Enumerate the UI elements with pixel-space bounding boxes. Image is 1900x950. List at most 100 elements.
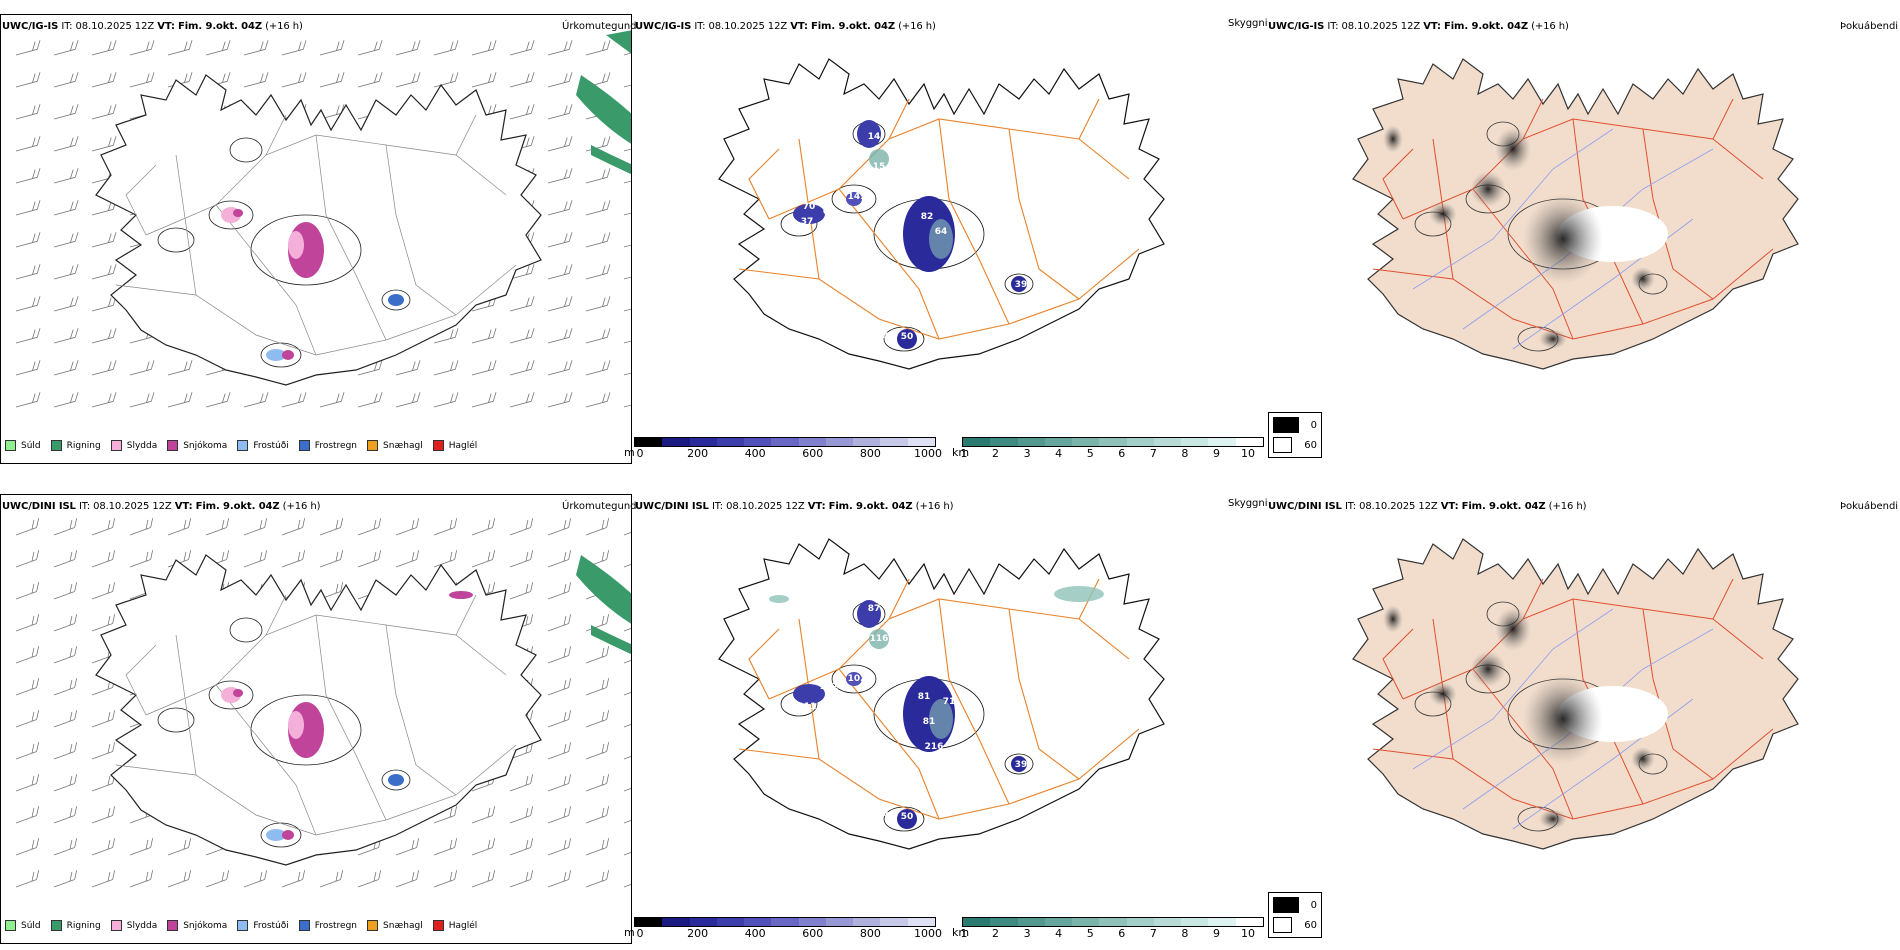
colorbar-tick: 400 — [744, 447, 766, 460]
fog-map-2 — [1352, 538, 1799, 850]
legend-swatch — [5, 440, 16, 451]
visibility-value-label: 111 — [798, 702, 817, 712]
colorbar-tick: 600 — [802, 447, 824, 460]
colorbar-tick: 4 — [1055, 447, 1063, 460]
legend-item-7: Haglél — [432, 440, 478, 451]
colorbar-tick: 5 — [1086, 447, 1094, 460]
vis-colorbar-km-2: 1 2 3 4 5 6 7 8 9 10 km — [952, 917, 1264, 941]
precip-map-1 — [15, 30, 631, 408]
colorbar-tick: 10 — [1241, 447, 1255, 460]
colorbar-tick: 2 — [992, 447, 1000, 460]
legend-label: Súld — [21, 440, 41, 451]
colorbar-tick: 0 — [636, 447, 644, 460]
visibility-value-label: 41 — [883, 810, 896, 820]
visibility-title-1: Skyggni — [1228, 18, 1268, 29]
visibility-value-label: 81 — [918, 692, 931, 702]
legend-swatch — [237, 920, 249, 931]
colorbar-tick: 8 — [1181, 447, 1189, 460]
visibility-value-label: 50 — [901, 812, 914, 822]
precip-header-1: UWC/IG-IS IT: 08.10.2025 12Z VT: Fim. 9.… — [2, 21, 303, 32]
legend-swatch — [298, 920, 310, 931]
colorbar-tick: 800 — [859, 927, 881, 940]
colorbar-tick: 8 — [1181, 927, 1189, 940]
legend-item-2: Slydda — [110, 440, 158, 451]
fog-legend-2: 0 60 — [1268, 892, 1322, 938]
colorbar-tick: 7 — [1149, 927, 1157, 940]
fog-header-2: UWC/DINI ISL IT: 08.10.2025 12Z VT: Fim.… — [1268, 501, 1587, 512]
colorbar-tick: 1000 — [914, 447, 942, 460]
colorbar-unit: m — [624, 926, 635, 939]
visibility-value-label: 15 — [873, 162, 886, 172]
visibility-value-label: 64 — [935, 227, 948, 237]
legend-swatch — [237, 440, 249, 451]
visibility-title-2: Skyggni — [1228, 498, 1268, 509]
legend-label: Snæhagl — [383, 920, 423, 931]
visibility-value-label: 122 — [820, 682, 839, 692]
precip-title-2: Úrkomutegund — [562, 501, 637, 512]
colorbar-tick: 2 — [992, 927, 1000, 940]
colorbar-tick: 1 — [960, 927, 968, 940]
vis-colorbar-m-1: 0 200 400 600 800 1000 m — [624, 437, 942, 461]
visibility-value-label: 87 — [868, 604, 881, 614]
visibility-value-label: 71 — [943, 697, 956, 707]
colorbar-unit: km — [952, 926, 970, 939]
colorbar-tick: 10 — [1241, 927, 1255, 940]
colorbar-tick: 200 — [687, 927, 709, 940]
legend-swatch — [367, 440, 379, 451]
colorbar-tick: 9 — [1212, 447, 1220, 460]
legend-label: Snjókoma — [183, 920, 228, 931]
legend-item-4: Frostúði — [237, 440, 289, 451]
colorbar-tick: 600 — [802, 927, 824, 940]
precip-type-panel-2: Súld Rigning Slydda Snjókoma Frostúði Frostre… — [0, 494, 632, 944]
colorbar-unit: m — [624, 446, 635, 459]
legend-label: Súld — [21, 920, 41, 931]
visibility-value-label: 216 — [925, 742, 944, 752]
legend-swatch — [167, 440, 179, 451]
fog-header-1: UWC/IG-IS IT: 08.10.2025 12Z VT: Fim. 9.… — [1268, 21, 1569, 32]
visibility-value-label: 116 — [870, 634, 889, 644]
legend-swatch — [50, 920, 62, 931]
colorbar-tick: 400 — [744, 927, 766, 940]
colorbar-tick: 200 — [687, 447, 709, 460]
precip-header-2: UWC/DINI ISL IT: 08.10.2025 12Z VT: Fim.… — [2, 501, 321, 512]
legend-label: Snjókoma — [183, 440, 228, 451]
visibility-value-label: 14 — [868, 132, 881, 142]
legend-label: Haglél — [448, 440, 478, 451]
legend-swatch — [432, 440, 444, 451]
colorbar-tick: 0 — [636, 927, 644, 940]
legend-label: Frostúði — [253, 920, 289, 931]
legend-swatch — [367, 920, 379, 931]
visibility-value-label: 39 — [1015, 280, 1028, 290]
fog-panel-2 — [1268, 494, 1898, 944]
colorbar-tick: 6 — [1118, 927, 1126, 940]
legend-swatch — [110, 440, 122, 451]
legend-label: Haglél — [448, 920, 478, 931]
colorbar-tick: 9 — [1212, 927, 1220, 940]
fog-legend-1: 0 60 — [1268, 412, 1322, 458]
colorbar-tick: 3 — [1023, 927, 1031, 940]
legend-swatch — [50, 440, 62, 451]
legend-swatch — [298, 440, 310, 451]
visibility-value-label: 102 — [848, 674, 867, 684]
legend-swatch — [110, 920, 122, 931]
legend-item-1: Rigning — [50, 920, 101, 931]
visibility-value-label: 39 — [1015, 760, 1028, 770]
legend-label: Frostregn — [314, 440, 358, 451]
colorbar-tick: 3 — [1023, 447, 1031, 460]
visibility-header-1: UWC/IG-IS IT: 08.10.2025 12Z VT: Fim. 9.… — [635, 21, 936, 32]
colorbar-unit: km — [952, 446, 970, 459]
colorbar-tick: 800 — [859, 447, 881, 460]
legend-label: Frostúði — [253, 440, 289, 451]
precip-map-2 — [15, 518, 631, 888]
visibility-panel-1: 14 15 70 68 37 141 82 64 39 49 50 — [634, 14, 1264, 464]
legend-swatch — [432, 920, 444, 931]
visibility-value-label: 82 — [921, 212, 934, 222]
legend-item-6: Snæhagl — [367, 440, 423, 451]
legend-item-1: Rigning — [50, 440, 101, 451]
legend-label: Slydda — [126, 440, 158, 451]
visibility-value-label: 68 — [823, 207, 836, 217]
legend-swatch — [167, 920, 179, 931]
legend-item-0: Súld — [5, 440, 41, 451]
legend-item-2: Slydda — [110, 920, 157, 931]
vis-colorbar-km-1: 1 2 3 4 5 6 7 8 9 10 km — [952, 437, 1264, 461]
